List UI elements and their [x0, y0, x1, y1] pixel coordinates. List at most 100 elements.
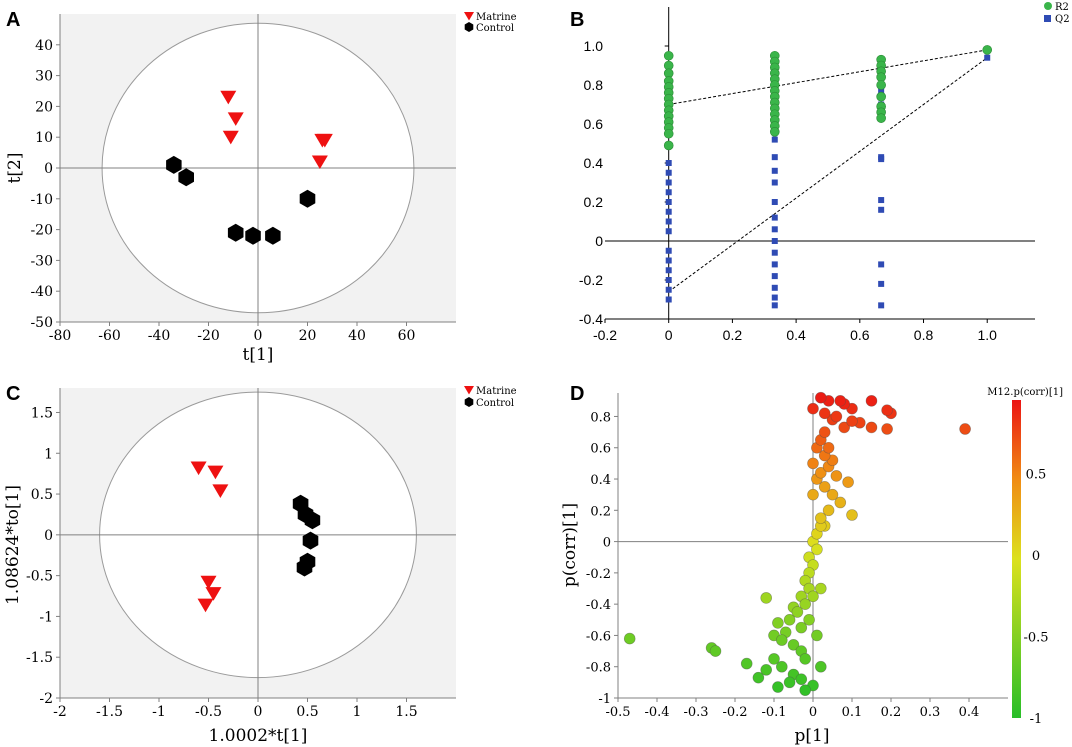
variable-point	[772, 617, 784, 629]
variable-point	[783, 676, 796, 689]
q2-point	[878, 87, 885, 94]
q2-point	[771, 154, 778, 161]
panel-d: D -0.5 -0.4 -0.3 -0.2 -0.1 0 0.1 0.2 0.3 0.4-1-0.…	[560, 383, 1063, 746]
y-tick-label: 20	[35, 99, 53, 115]
q2-point	[771, 136, 778, 143]
y-tick-label: 0.2	[584, 194, 604, 210]
variable-point	[826, 488, 839, 501]
x-tick-label: -0.3	[683, 705, 708, 720]
x-axis-label: 1.0002*t[1]	[209, 726, 308, 746]
control-point	[166, 155, 182, 174]
x-tick-label: 0.3	[920, 705, 941, 720]
q2-point	[771, 284, 778, 291]
variable-point	[807, 402, 819, 415]
variable-point	[814, 660, 827, 673]
variable-point	[881, 423, 893, 435]
x-tick-label: -0.2	[593, 327, 617, 343]
q2-point	[665, 296, 672, 303]
r2-point	[663, 128, 674, 139]
y-tick-label: -1.5	[26, 650, 53, 666]
panel-a: A -80 -60 -40 -20 0 20 40 60 -50 -40 -30 -20 -10 0 10 2…	[5, 9, 517, 365]
y-tick-label: -1	[39, 609, 53, 625]
q2-point	[665, 277, 672, 283]
variable-point	[814, 512, 827, 524]
q2-point	[665, 257, 672, 264]
q2-point	[665, 286, 672, 293]
colorbar-tick-label: -1	[1030, 712, 1043, 727]
matrine-point	[207, 465, 224, 480]
panel-label-b: B	[570, 9, 584, 31]
y-tick-label: 1.5	[31, 405, 53, 421]
control-point	[178, 168, 194, 187]
r2-point	[876, 91, 886, 102]
y-tick-label: 0.5	[31, 487, 53, 503]
y-tick-label: -20	[30, 223, 53, 239]
q2-point	[771, 294, 778, 301]
q2-point	[665, 208, 672, 215]
q2-point	[771, 226, 778, 233]
variable-point	[775, 660, 788, 673]
y-tick-label: -0.2	[586, 567, 611, 582]
variable-point	[709, 645, 722, 657]
y-tick-label: -50	[30, 315, 53, 331]
variable-point	[830, 470, 843, 482]
q2-point	[771, 261, 778, 268]
colorbar-tick-label: -0.5	[1023, 630, 1048, 645]
variable-point	[760, 592, 773, 604]
legend-control-label: Control	[476, 398, 514, 409]
x-tick-label: 0.4	[959, 705, 980, 720]
matrine-point	[311, 155, 328, 170]
x-tick-label: -0.4	[644, 705, 669, 720]
variable-point	[623, 632, 636, 645]
panel-c: C -2 -1.5 -1 -0.5 0 0.5 1 1.5 -2 -1.5 -1 -0.5 0 0.5 1 1…	[3, 383, 517, 746]
variable-point	[803, 613, 815, 626]
q2-point	[771, 179, 778, 186]
variable-point	[881, 404, 893, 417]
variable-point	[791, 606, 804, 618]
y-tick-label: -40	[30, 284, 53, 300]
x-tick-label: -1.5	[96, 704, 123, 720]
colorbar-title: M12.p(corr)[1]	[987, 387, 1063, 398]
q2-point	[878, 302, 885, 309]
q2-point	[771, 167, 778, 174]
x-tick-label: 0.6	[850, 327, 870, 343]
control-point	[245, 226, 261, 245]
variable-point	[834, 496, 847, 509]
q2-point	[878, 197, 885, 204]
y-tick-label: -0.4	[579, 311, 603, 327]
matrine-point	[220, 90, 237, 105]
y-axis-label: t[2]	[5, 153, 25, 184]
q2-point	[771, 214, 778, 221]
variable-point	[807, 457, 819, 470]
variable-point	[822, 441, 835, 454]
q2-point	[665, 179, 672, 186]
q2-point	[878, 156, 885, 163]
q2-point	[665, 199, 672, 205]
q2-point	[878, 206, 885, 213]
panel-label-a: A	[6, 9, 20, 31]
variable-point	[740, 657, 753, 670]
matrine-point	[222, 130, 239, 145]
x-tick-label: 0	[809, 705, 817, 720]
q2-point	[771, 199, 778, 205]
y-tick-label: 0	[595, 233, 603, 249]
y-axis-label: 1.08624*to[1]	[3, 485, 23, 605]
variable-point	[814, 466, 827, 479]
control-point	[304, 511, 321, 530]
y-tick-label: -2	[39, 691, 53, 707]
y-tick-label: 1	[44, 446, 53, 462]
y-tick-label: 0.6	[584, 116, 604, 132]
variable-point	[807, 590, 819, 603]
x-tick-label: 1.5	[395, 704, 417, 720]
y-tick-label: 10	[35, 130, 53, 146]
variable-point	[795, 673, 808, 686]
variable-point	[830, 410, 843, 423]
variable-point	[783, 613, 796, 626]
x-tick-label: -20	[197, 328, 220, 344]
x-tick-label: -0.1	[761, 705, 786, 720]
q2-point	[771, 302, 778, 309]
x-tick-label: -1	[152, 704, 166, 720]
legend-control-label: Control	[476, 23, 514, 34]
panel-label-c: C	[6, 383, 20, 405]
q2-point	[665, 247, 672, 254]
